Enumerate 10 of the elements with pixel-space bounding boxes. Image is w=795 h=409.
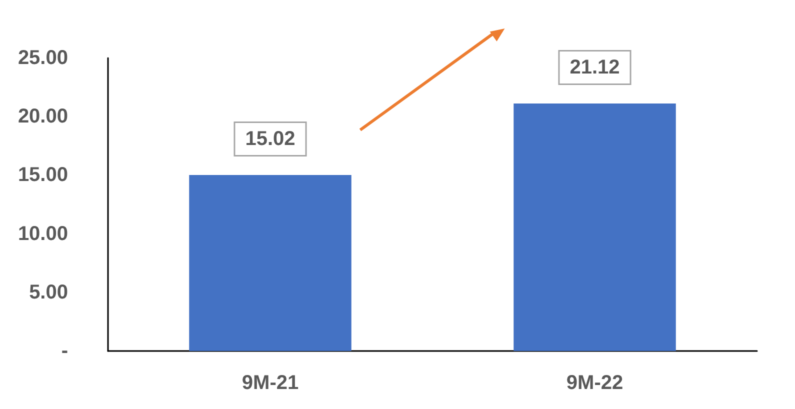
x-tick-label: 9M-21: [242, 372, 299, 394]
y-tick-label: 5.00: [29, 281, 68, 304]
data-label: 15.02: [245, 128, 296, 150]
y-tick-label: 25.00: [18, 47, 68, 69]
y-tick-label: 15.00: [18, 164, 68, 186]
x-tick-label: 9M-22: [566, 372, 624, 394]
data-label: 21.12: [570, 56, 620, 78]
y-tick-label: 10.00: [18, 222, 68, 245]
y-tick-label: 20.00: [18, 106, 68, 128]
y-tick-label: -: [61, 340, 68, 362]
